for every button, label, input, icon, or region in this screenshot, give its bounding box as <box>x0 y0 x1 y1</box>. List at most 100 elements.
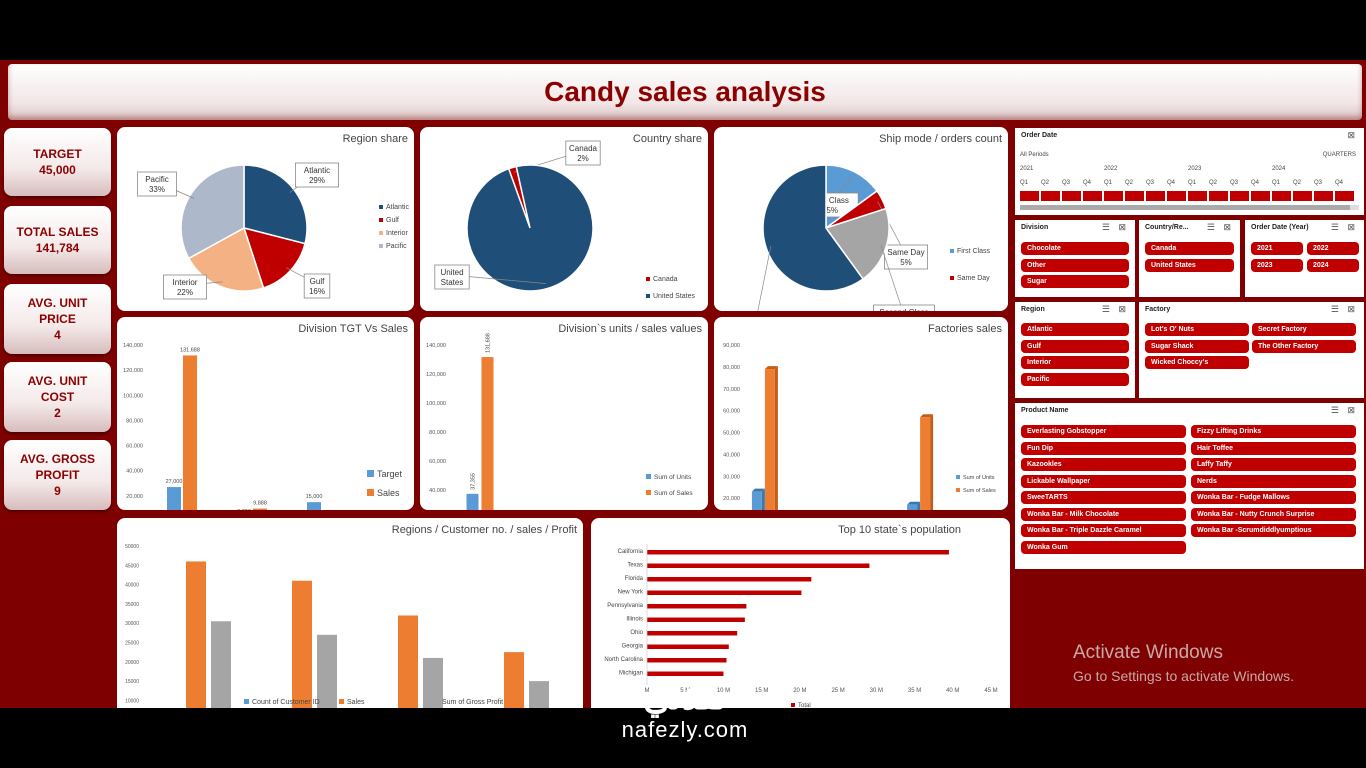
slicer-item-button[interactable]: Other <box>1021 258 1129 272</box>
y-tick-label: 120,000 <box>123 368 143 374</box>
slicer-item-button[interactable]: Kazookles <box>1021 458 1186 471</box>
slicer-item-button[interactable]: United States <box>1145 258 1234 272</box>
x-tick-label: M <box>645 688 650 694</box>
y-tick-label: 40000 <box>125 583 139 589</box>
y-tick-label: North Carolina <box>604 657 643 663</box>
kpi-label: AVG. GROSS PROFIT <box>19 452 96 482</box>
bar <box>317 634 337 708</box>
timeline-period-block[interactable] <box>1146 191 1165 201</box>
slicer-item-button[interactable]: Wonka Bar - Nutty Crunch Surprise <box>1191 507 1356 521</box>
timeline-period-block[interactable] <box>1125 191 1144 201</box>
timeline-period-block[interactable] <box>1083 191 1102 201</box>
slicer-icons[interactable]: ☰ ⊠ <box>1330 405 1358 415</box>
bar <box>764 369 775 510</box>
leader-line <box>757 245 772 311</box>
timeline-quarter-label: Q1 <box>1188 180 1197 186</box>
timeline-period-block[interactable] <box>1104 191 1123 201</box>
legend-swatch <box>646 277 650 281</box>
x-tick-label: 35 M <box>908 688 921 694</box>
ship-mode-chart: Ship mode / orders count First Class 15% Sa… <box>714 127 1008 311</box>
timeline-period-block[interactable] <box>1293 191 1312 201</box>
clear-filter-icon[interactable]: ⊠ <box>1347 130 1358 140</box>
timeline-period-block[interactable] <box>1062 191 1081 201</box>
slicer-item-button[interactable]: Interior <box>1021 356 1129 369</box>
timeline-period-block[interactable] <box>1230 191 1249 201</box>
y-tick-label: New York <box>618 590 644 596</box>
y-tick-label: 30000 <box>125 621 139 627</box>
slicer-item-button[interactable]: Wonka Bar - Milk Chocolate <box>1021 507 1186 521</box>
timeline-period-block[interactable] <box>1314 191 1333 201</box>
slicer-item-button[interactable]: 2022 <box>1307 242 1359 255</box>
slicer-item-button[interactable]: Nerds <box>1191 474 1356 488</box>
timeline-period-block[interactable] <box>1020 191 1039 201</box>
legend-swatch <box>791 703 795 707</box>
slicer-item-button[interactable]: 2021 <box>1251 242 1303 255</box>
slicer-item-button[interactable]: Sugar <box>1021 275 1129 288</box>
slicer-icons[interactable]: ☰ ⊠ <box>1101 304 1129 314</box>
slicer-item-button[interactable]: Sugar Shack <box>1145 339 1249 353</box>
slicer-item-button[interactable]: Lot's O' Nuts <box>1145 323 1249 336</box>
slicer-item-button[interactable]: Chocolate <box>1021 242 1129 255</box>
slicer-item-button[interactable]: Hair Toffee <box>1191 441 1356 455</box>
slicer-icons[interactable]: ☰ ⊠ <box>1330 304 1358 314</box>
slicer-item-button[interactable]: Gulf <box>1021 339 1129 353</box>
kpi-label: TARGET <box>33 147 82 161</box>
timeline-period-block[interactable] <box>1167 191 1186 201</box>
timeline-quarter-label: Q1 <box>1272 180 1281 186</box>
timeline-period-block[interactable] <box>1188 191 1207 201</box>
timeline-period-block[interactable] <box>1209 191 1228 201</box>
legend-label: Interior <box>386 230 408 237</box>
slicer-item-button[interactable]: Laffy Taffy <box>1191 458 1356 471</box>
bar-top <box>920 414 934 418</box>
slicer-item-button[interactable]: Atlantic <box>1021 323 1129 336</box>
slicer-item-button[interactable]: The Other Factory <box>1252 339 1356 353</box>
bottom-black-bar <box>0 708 1366 768</box>
timeline-year-label: 2023 <box>1188 166 1202 172</box>
y-tick-label: 45000 <box>125 563 139 569</box>
slicer-item-button[interactable]: Wonka Gum <box>1021 540 1186 554</box>
legend-swatch <box>434 699 439 704</box>
bar <box>183 355 197 510</box>
order-date-timeline[interactable]: Order Date ⊠ All Periods QUARTERS 2021 20… <box>1015 128 1364 215</box>
data-label: United States <box>440 268 463 287</box>
slicer-item-button[interactable]: Lickable Wallpaper <box>1021 474 1186 488</box>
chart-title: Top 10 state`s population <box>838 524 961 536</box>
timeline-scrollbar[interactable] <box>1020 205 1359 210</box>
slicer-item-button[interactable]: 2024 <box>1307 258 1359 272</box>
timeline-periods: All Periods <box>1020 152 1049 158</box>
legend-swatch <box>367 470 374 477</box>
slicer-item-button[interactable]: SweeTARTS <box>1021 491 1186 504</box>
bar <box>920 417 931 510</box>
bar <box>529 681 549 708</box>
slicer-icons[interactable]: ☰ ⊠ <box>1206 222 1234 232</box>
legend-swatch <box>646 490 651 495</box>
slicer-item-button[interactable]: 2023 <box>1251 258 1303 272</box>
slicer-icons[interactable]: ☰ ⊠ <box>1330 222 1358 232</box>
data-label: Atlantic 29% <box>304 166 330 185</box>
data-label: 9,888 <box>253 501 267 507</box>
kpi-avg-unit-price: AVG. UNIT PRICE 4 <box>4 284 111 354</box>
timeline-period-block[interactable] <box>1041 191 1060 201</box>
slicer-item-button[interactable]: Wonka Bar -Scrumdiddlyumptious <box>1191 524 1356 537</box>
slicer-item-button[interactable]: Pacific <box>1021 372 1129 386</box>
x-tick-label: 40 M <box>946 688 959 694</box>
timeline-unit[interactable]: QUARTERS <box>1322 152 1356 158</box>
slicer-title: Factory <box>1145 306 1171 313</box>
slicer-icons[interactable]: ☰ ⊠ <box>1101 222 1129 232</box>
slicer-item-button[interactable]: Fun Dip <box>1021 441 1186 455</box>
y-tick-label: 40,000 <box>126 469 143 475</box>
slicer-item-button[interactable]: Wicked Choccy's <box>1145 356 1249 369</box>
slicer-item-button[interactable]: Everlasting Gobstopper <box>1021 425 1186 438</box>
timeline-period-block[interactable] <box>1251 191 1270 201</box>
slicer-item-button[interactable]: Wonka Bar - Triple Dazzle Caramel <box>1021 524 1186 537</box>
legend-label: Sum of Gross Profit <box>442 699 503 706</box>
slicer-item-button[interactable]: Secret Factory <box>1252 323 1356 336</box>
slicer-item-button[interactable]: Fizzy Lifting Drinks <box>1191 425 1356 438</box>
timeline-period-block[interactable] <box>1272 191 1291 201</box>
y-tick-label: Pennsylvania <box>607 603 643 609</box>
timeline-period-block[interactable] <box>1335 191 1354 201</box>
bar-top <box>751 488 765 492</box>
timeline-quarter-label: Q3 <box>1146 180 1155 186</box>
slicer-item-button[interactable]: Canada <box>1145 242 1234 255</box>
slicer-item-button[interactable]: Wonka Bar - Fudge Mallows <box>1191 491 1356 504</box>
